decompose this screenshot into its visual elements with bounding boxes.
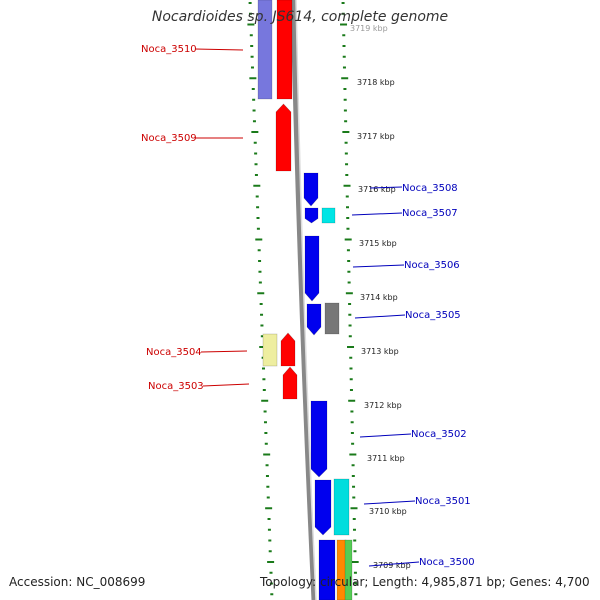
gene-label[interactable]: Noca_3505 (405, 310, 461, 321)
gene-feature-3501 (333, 478, 350, 536)
scale-label: 3716 kbp (358, 185, 396, 194)
topology-text: Topology: circular; Length: 4,985,871 bp… (260, 575, 590, 589)
gene-label[interactable]: Noca_3504 (146, 347, 202, 358)
gene-labels-left: Noca_3510 Noca_3509 Noca_3504 Noca_3503 (141, 44, 204, 392)
feature-layer (257, 0, 353, 600)
gene-feature-3504 (262, 333, 278, 367)
gene-feature-3504-red (280, 332, 296, 367)
leader-lines-left (194, 48, 250, 387)
leader-line (351, 212, 403, 216)
gene-feature-3508 (303, 172, 319, 207)
tick-column-left (247, 2, 275, 596)
gene-feature-3507 (321, 207, 336, 224)
leader-line (369, 186, 403, 189)
gene-feature-3506 (304, 235, 320, 302)
scale-label: 3710 kbp (369, 507, 407, 516)
gene-feature-3501-blue (314, 479, 332, 536)
gene-feature-3500-blue (318, 539, 336, 600)
scale-labels: 3719 kbp 3718 kbp 3717 kbp 3716 kbp 3715… (350, 24, 411, 570)
gene-label[interactable]: Noca_3503 (148, 381, 204, 392)
scale-label: 3713 kbp (361, 347, 399, 356)
gene-feature-3502 (310, 400, 328, 478)
leader-line (368, 561, 420, 567)
backbone-highlight (295, 0, 317, 600)
leader-line (363, 500, 416, 505)
tick-column-right (340, 2, 359, 596)
leader-line (354, 314, 406, 319)
gene-label[interactable]: Noca_3509 (141, 133, 197, 144)
map-title: Nocardioides sp. JS614, complete genome (151, 9, 449, 25)
scale-label: 3709 kbp (373, 561, 411, 570)
scale-label: 3715 kbp (359, 239, 397, 248)
accession-text: Accession: NC_008699 (9, 575, 146, 589)
gene-feature-3509 (275, 103, 292, 172)
gene-feature-3503 (282, 366, 298, 400)
scale-label: 3711 kbp (367, 454, 405, 463)
gene-label[interactable]: Noca_3510 (141, 44, 197, 55)
scale-label: 3718 kbp (357, 78, 395, 87)
gene-label[interactable]: Noca_3508 (402, 183, 458, 194)
gene-feature-3500-orange (336, 539, 347, 600)
genome-backbone (290, 0, 317, 600)
scale-label: 3712 kbp (364, 401, 402, 410)
leader-line (352, 264, 405, 268)
scale-label: 3714 kbp (360, 293, 398, 302)
gene-label[interactable]: Noca_3501 (415, 496, 471, 507)
leader-lines-right (351, 186, 420, 567)
leader-line (359, 433, 412, 438)
gene-feature-3510-red (276, 0, 293, 100)
scale-label: 3719 kbp (350, 24, 388, 33)
leader-line (194, 48, 244, 51)
leader-line (202, 383, 250, 387)
gene-feature-3505-blue (306, 303, 322, 336)
gene-label[interactable]: Noca_3507 (402, 208, 458, 219)
gene-feature-3510 (257, 0, 273, 100)
gene-feature-3505 (324, 302, 340, 335)
gene-label[interactable]: Noca_3502 (411, 429, 467, 440)
leader-line (200, 350, 248, 353)
gene-feature-3500-green (344, 539, 353, 600)
gene-label[interactable]: Noca_3500 (419, 557, 475, 568)
gene-feature-3507-blue (304, 207, 319, 224)
scale-label: 3717 kbp (357, 132, 395, 141)
gene-label[interactable]: Noca_3506 (404, 260, 460, 271)
gene-labels-right: Noca_3508 Noca_3507 Noca_3506 Noca_3505 … (402, 183, 475, 568)
